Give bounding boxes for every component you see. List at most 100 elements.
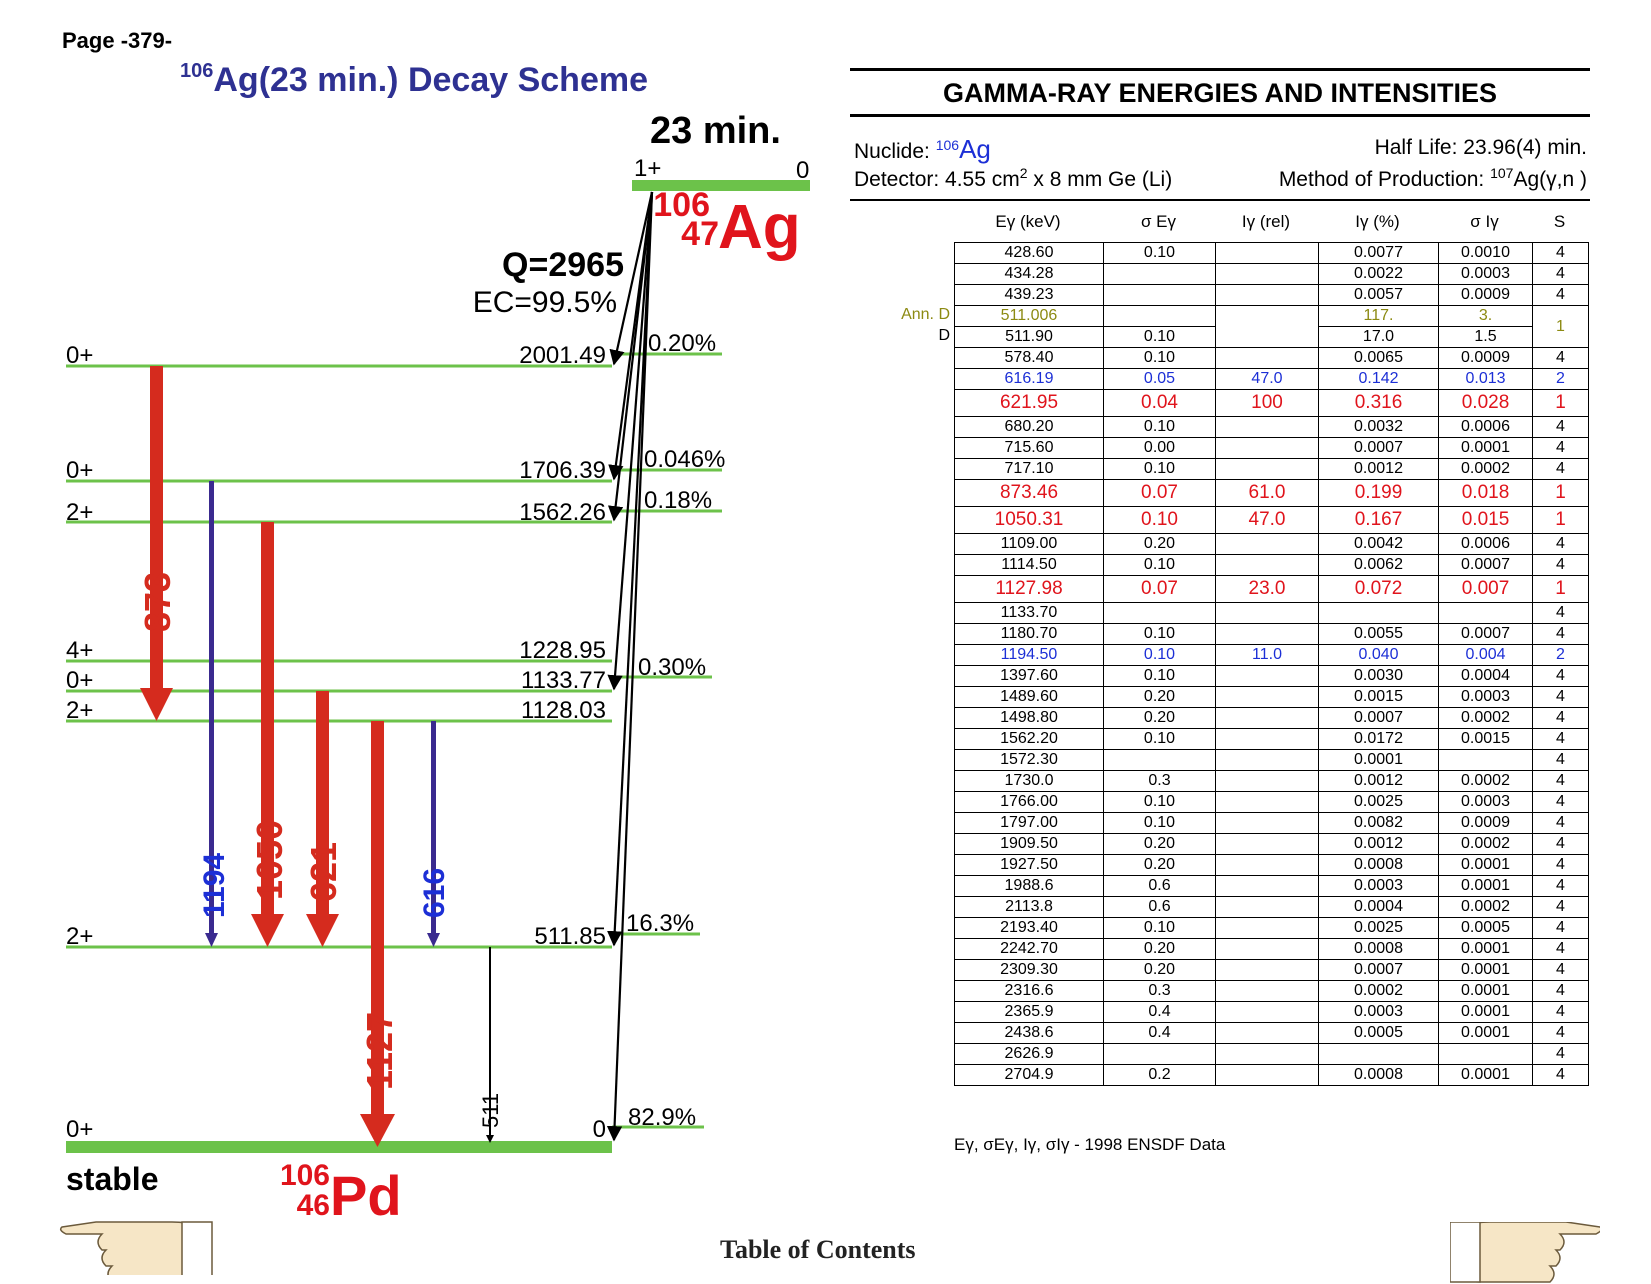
table-cell: 0.10 bbox=[1103, 347, 1216, 369]
table-cell: 0.10 bbox=[1103, 665, 1216, 687]
table-cell: 3. bbox=[1438, 305, 1533, 327]
table-of-contents-link[interactable]: Table of Contents bbox=[720, 1235, 916, 1264]
table-cell: 0.028 bbox=[1438, 389, 1533, 417]
info-rule bbox=[850, 199, 1590, 201]
table-cell: 0.0007 bbox=[1318, 437, 1439, 459]
table-cell: 2242.70 bbox=[954, 938, 1104, 960]
gamma-621: 621 bbox=[303, 691, 344, 947]
table-row: 1766.00 0.10 0.0025 0.0003 4 bbox=[954, 791, 1589, 813]
table-cell bbox=[1318, 1043, 1439, 1065]
nuclide-mass: 106 bbox=[935, 137, 960, 153]
table-row: 1927.50 0.20 0.0008 0.0001 4 bbox=[954, 854, 1589, 876]
table-cell: 4 bbox=[1532, 1022, 1589, 1044]
table-cell bbox=[1215, 1043, 1319, 1065]
detector-suffix: x 8 mm Ge (Li) bbox=[1027, 168, 1173, 191]
table-cell: 1730.0 bbox=[954, 770, 1104, 792]
column-header: σ Iγ bbox=[1470, 212, 1499, 231]
table-row: 1133.70 4 bbox=[954, 602, 1589, 624]
table-cell: 0.0005 bbox=[1438, 917, 1533, 939]
previous-page-button[interactable] bbox=[59, 1221, 213, 1275]
table-cell bbox=[1215, 896, 1319, 918]
table-cell: 0.0005 bbox=[1318, 1022, 1439, 1044]
table-row: 873.46 0.07 61.0 0.199 0.018 1 bbox=[954, 479, 1589, 507]
table-cell: 434.28 bbox=[954, 263, 1104, 285]
table-cell bbox=[1215, 533, 1319, 555]
table-cell: 0.0003 bbox=[1318, 875, 1439, 897]
table-cell: 873.46 bbox=[954, 479, 1104, 507]
table-cell: 0.0002 bbox=[1438, 707, 1533, 729]
gamma-label: 1050 bbox=[249, 820, 290, 900]
table-row: 2309.30 0.20 0.0007 0.0001 4 bbox=[954, 959, 1589, 981]
table-cell: 4 bbox=[1532, 437, 1589, 459]
table-cell: 578.40 bbox=[954, 347, 1104, 369]
table-cell: 0.0002 bbox=[1438, 458, 1533, 480]
table-cell: 1797.00 bbox=[954, 812, 1104, 834]
table-cell: 11.0 bbox=[1215, 644, 1319, 666]
table-cell: 1766.00 bbox=[954, 791, 1104, 813]
table-cell bbox=[1215, 959, 1319, 981]
detector-prefix: Detector: 4.55 cm bbox=[854, 168, 1020, 191]
table-cell bbox=[1318, 602, 1439, 624]
level-energy: 1133.77 bbox=[521, 667, 606, 694]
table-cell: 0.0062 bbox=[1318, 554, 1439, 576]
pointing-hand-right-icon bbox=[1450, 1222, 1600, 1283]
table-row: 1194.50 0.10 11.0 0.040 0.004 2 bbox=[954, 644, 1589, 666]
table-cell bbox=[1215, 938, 1319, 960]
table-cell: 0.3 bbox=[1103, 980, 1216, 1002]
table-cell bbox=[1215, 1022, 1319, 1044]
gamma-1194: 1194 bbox=[198, 481, 231, 947]
table-cell: 621.95 bbox=[954, 389, 1104, 417]
level-energy: 2001.49 bbox=[519, 342, 606, 369]
daughter-mass-number: 106 bbox=[280, 1159, 330, 1192]
table-cell: 0.007 bbox=[1438, 575, 1533, 603]
table-cell: 1489.60 bbox=[954, 686, 1104, 708]
table-cell bbox=[1215, 980, 1319, 1002]
table-cell: 428.60 bbox=[954, 242, 1104, 264]
table-cell: 2 bbox=[1532, 644, 1589, 666]
level-spin: 2+ bbox=[66, 697, 93, 724]
table-row: 439.23 0.0057 0.0009 4 bbox=[954, 284, 1589, 306]
detector-exponent: 2 bbox=[1019, 165, 1028, 181]
table-cell bbox=[1438, 1043, 1533, 1065]
table-cell bbox=[1215, 242, 1319, 264]
table-cell: 0.10 bbox=[1103, 554, 1216, 576]
table-cell: 61.0 bbox=[1215, 479, 1319, 507]
table-cell: 1 bbox=[1532, 506, 1589, 534]
table-cell: 0.10 bbox=[1103, 812, 1216, 834]
table-cell: 0.05 bbox=[1103, 368, 1216, 390]
table-cell: 1 bbox=[1532, 575, 1589, 603]
table-cell: 0.20 bbox=[1103, 686, 1216, 708]
table-cell bbox=[1215, 833, 1319, 855]
gamma-ray-table: 428.60 0.10 0.0077 0.0010 4 434.28 0.0022 0.000… bbox=[954, 242, 1589, 1086]
table-cell: 4 bbox=[1532, 728, 1589, 750]
table-cell: 4 bbox=[1532, 263, 1589, 285]
table-cell: 1397.60 bbox=[954, 665, 1104, 687]
table-cell: 17.0 bbox=[1318, 326, 1439, 348]
table-cell: 4 bbox=[1532, 1001, 1589, 1023]
table-cell: 680.20 bbox=[954, 416, 1104, 438]
table-row: 511.006 117. 3. 1 bbox=[954, 305, 1589, 348]
table-cell bbox=[1215, 458, 1319, 480]
table-row: 428.60 0.10 0.0077 0.0010 4 bbox=[954, 242, 1589, 264]
half-life-info: Half Life: 23.96(4) min. bbox=[1374, 136, 1587, 159]
table-cell: 0.04 bbox=[1103, 389, 1216, 417]
level-feeding: 82.9% bbox=[628, 1104, 696, 1131]
page-label: Page -379- bbox=[62, 28, 173, 53]
table-cell: 0.0001 bbox=[1438, 1064, 1533, 1086]
table-cell: 4 bbox=[1532, 854, 1589, 876]
table-cell bbox=[1103, 284, 1216, 306]
table-row: 511.90 0.10 17.0 1.5 bbox=[954, 326, 1589, 348]
table-cell: 0.0001 bbox=[1438, 854, 1533, 876]
table-cell: 0.0007 bbox=[1438, 554, 1533, 576]
table-cell: 0.0004 bbox=[1438, 665, 1533, 687]
table-cell: 4 bbox=[1532, 554, 1589, 576]
table-cell: 0.0002 bbox=[1318, 980, 1439, 1002]
table-cell bbox=[1215, 554, 1319, 576]
table-cell bbox=[1215, 875, 1319, 897]
table-cell: 1.5 bbox=[1438, 326, 1533, 348]
gamma-1050: 1050 bbox=[249, 522, 290, 947]
table-row: 1909.50 0.20 0.0012 0.0002 4 bbox=[954, 833, 1589, 855]
table-row: 680.20 0.10 0.0032 0.0006 4 bbox=[954, 416, 1589, 438]
table-row: 1114.50 0.10 0.0062 0.0007 4 bbox=[954, 554, 1589, 576]
parent-mass-number: 106 bbox=[653, 186, 710, 224]
